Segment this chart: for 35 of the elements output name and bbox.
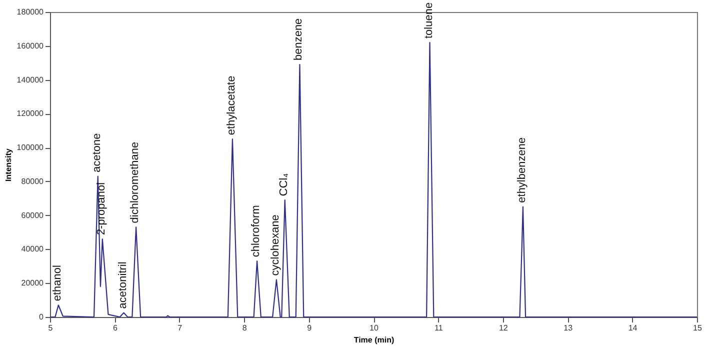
- y-tick-label: 40000: [21, 244, 44, 254]
- annotation: 2-propanol: [95, 182, 108, 236]
- x-tick-label: 5: [48, 324, 54, 332]
- y-tick-label: 0: [39, 312, 44, 322]
- annotation: ethylbenzene: [516, 137, 528, 203]
- y-tick-label: 140000: [16, 75, 44, 84]
- x-tick-label: 6: [112, 324, 118, 332]
- y-tick-label: 120000: [16, 109, 44, 118]
- y-axis-title: Intensity: [4, 148, 13, 182]
- x-tick-label: 11: [434, 324, 444, 332]
- x-tick-label: 7: [178, 324, 183, 332]
- x-axis-title: Time (min): [354, 336, 394, 344]
- annotation: chloroform: [250, 205, 262, 258]
- x-tick-label: 13: [564, 324, 574, 332]
- y-tick-label: 80000: [21, 176, 44, 186]
- x-tick-label: 14: [628, 324, 638, 332]
- x-tick-label: 12: [498, 324, 508, 332]
- annotation: ethanol: [51, 265, 64, 302]
- annotation: acetonitril: [116, 262, 129, 309]
- x-tick-label: 10: [370, 324, 379, 332]
- x-tick-label: 9: [307, 324, 312, 332]
- annotation: cyclohexane: [269, 214, 282, 276]
- annotation: CCl₄: [278, 172, 290, 196]
- x-tick-label: 8: [242, 324, 248, 332]
- annotation: acetone: [90, 133, 103, 172]
- x-tick-label: 15: [693, 324, 702, 332]
- annotation: toluene: [422, 2, 435, 38]
- y-tick-label: 20000: [21, 278, 44, 288]
- annotation: dichloromethane: [129, 142, 142, 224]
- y-tick-label: 100000: [16, 143, 44, 152]
- annotation: ethylacetate: [225, 76, 238, 136]
- annotation: benzene: [292, 18, 305, 61]
- y-tick-label: 160000: [16, 41, 44, 50]
- y-tick-label: 60000: [21, 210, 44, 220]
- y-tick-label: 180000: [16, 8, 44, 16]
